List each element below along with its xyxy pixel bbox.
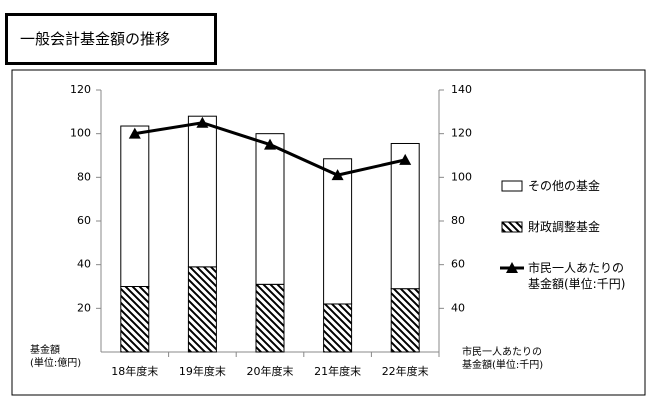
y2-tick-label: 140 [451,83,472,96]
line-marker [331,169,344,181]
y-axis-label: 基金額 (単位:億円) [30,345,82,369]
legend-swatch [501,180,523,192]
y2-tick-label: 40 [451,301,465,314]
y-tick-label: 100 [70,127,91,140]
y-tick-label: 60 [77,214,91,227]
bar-segment [187,115,217,268]
bar-segment [323,158,353,305]
y-tick-label: 80 [77,170,91,183]
bar-segment [390,142,420,290]
chart-frame [11,69,646,396]
legend-label: 市民一人あたりの 基金額(単位:千円) [528,261,626,291]
bar-segment [187,266,217,353]
legend-marker [506,262,518,273]
x-tick-label: 21年度末 [314,364,361,378]
chart-title: 一般会計基金額の推移 [5,13,217,65]
legend-label: その他の基金 [528,179,601,193]
bar-segment [323,303,353,353]
bar-segment [255,133,285,285]
bar-segment [120,125,150,288]
line-marker [128,127,141,139]
x-tick-label: 22年度末 [382,364,429,378]
y-tick-label: 40 [77,258,91,271]
line-marker [399,153,412,165]
x-tick-label: 20年度末 [247,364,294,378]
legend-label: 財政調整基金 [528,220,601,234]
y2-axis-label: 市民一人あたりの 基金額(単位:千円) [462,347,544,371]
y2-tick-label: 120 [451,127,472,140]
line-marker [196,116,209,128]
x-tick-label: 19年度末 [179,364,226,378]
bar-segment [390,288,420,353]
bar-segment [120,286,150,353]
y-tick-label: 20 [77,301,91,314]
y-tick-label: 120 [70,83,91,96]
y2-tick-label: 60 [451,258,465,271]
line-marker [264,138,276,150]
x-tick-label: 18年度末 [111,364,158,378]
y2-tick-label: 80 [451,214,465,227]
y2-tick-label: 100 [451,170,472,183]
bar-segment [255,283,285,353]
legend-swatch [501,221,523,233]
